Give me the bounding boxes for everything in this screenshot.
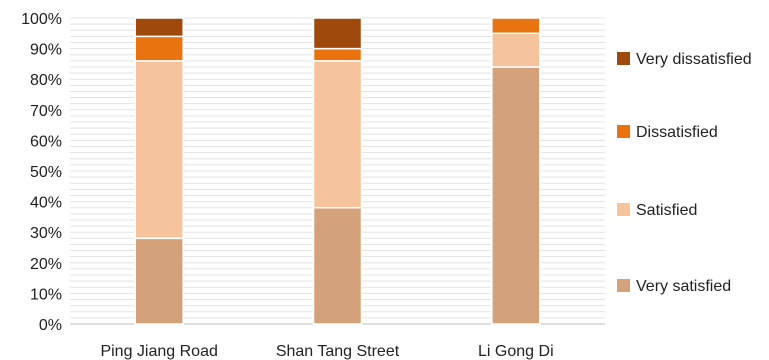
y-tick-label: 0% — [39, 317, 62, 334]
bar-segment — [491, 32, 541, 68]
y-tick-label: 60% — [30, 133, 62, 150]
bar-segment — [491, 17, 541, 35]
x-category-label: Li Gong Di — [478, 343, 554, 360]
bar-segment — [312, 47, 363, 62]
legend-swatch — [617, 125, 630, 138]
legend-label: Very dissatisfied — [636, 51, 752, 68]
y-tick-label: 100% — [21, 11, 62, 28]
bar-segment — [134, 60, 184, 240]
bar-segment — [134, 17, 184, 38]
legend-label: Dissatisfied — [636, 124, 718, 141]
y-tick-label: 80% — [30, 72, 62, 89]
x-axis-categories: Ping Jiang Road Shan Tang Street Li Gong D… — [100, 343, 553, 360]
y-tick-label: 40% — [30, 195, 62, 212]
x-category-label: Shan Tang Street — [276, 343, 400, 360]
legend-label: Satisfied — [636, 202, 697, 219]
x-category-label: Ping Jiang Road — [100, 343, 217, 360]
y-tick-label: 70% — [30, 103, 62, 120]
y-axis-ticks: 0% 10% 20% 30% 40% 50% 60% 70% 80% 90% 100% — [21, 11, 62, 334]
legend: Very dissatisfied Dissatisfied Satisfied Ve… — [617, 51, 752, 295]
y-tick-label: 30% — [30, 225, 62, 242]
y-tick-label: 10% — [30, 286, 62, 303]
legend-swatch — [617, 52, 630, 65]
bar-segment — [491, 66, 541, 325]
bar-segment — [134, 35, 184, 62]
bars — [134, 17, 541, 325]
bar-segment — [312, 206, 363, 325]
bar-segment — [312, 60, 363, 209]
y-tick-label: 50% — [30, 164, 62, 181]
legend-swatch — [617, 279, 630, 292]
bar-segment — [134, 237, 184, 325]
legend-swatch — [617, 203, 630, 216]
bar-segment — [312, 17, 363, 50]
y-tick-label: 90% — [30, 42, 62, 59]
y-tick-label: 20% — [30, 256, 62, 273]
legend-label: Very satisfied — [636, 278, 731, 295]
